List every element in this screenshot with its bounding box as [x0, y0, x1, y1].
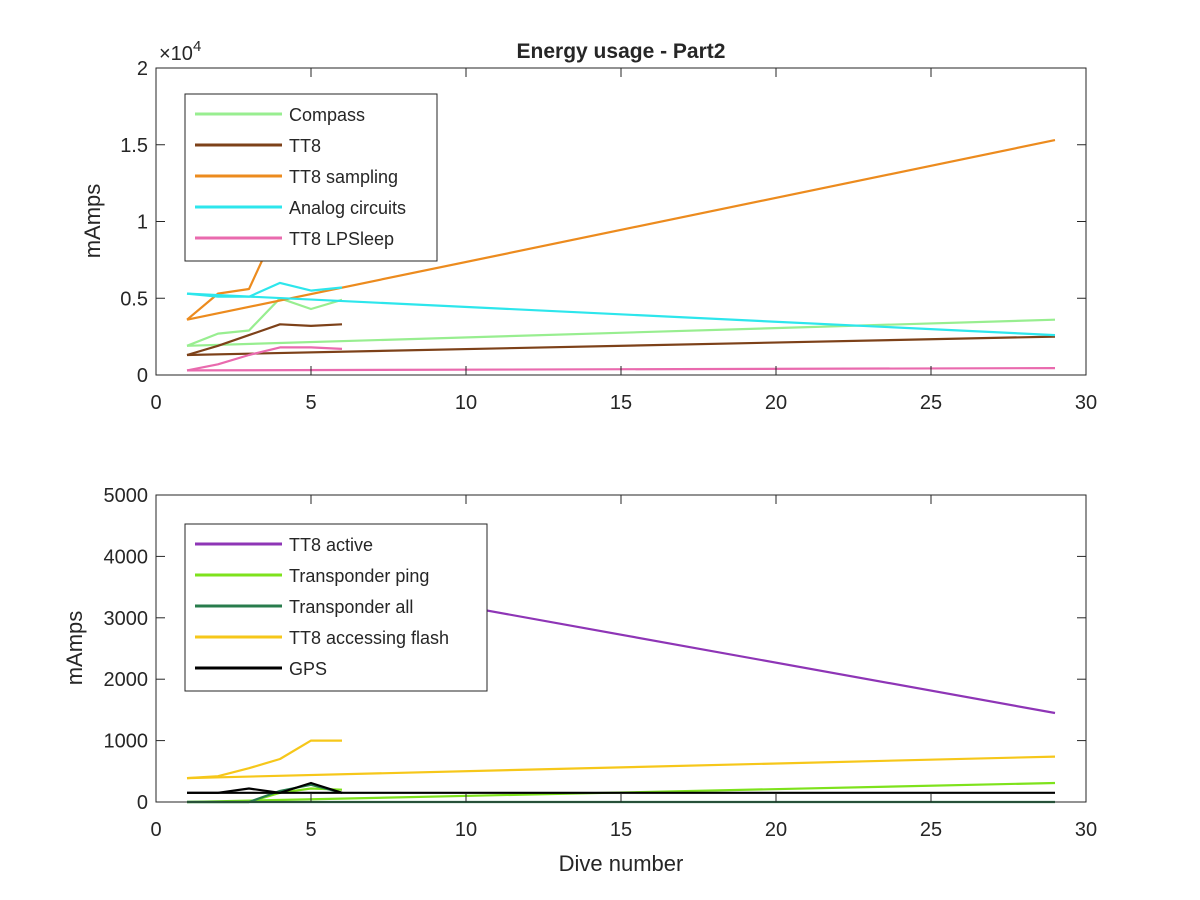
bottom-x-tick-label: 20: [765, 819, 787, 841]
bottom-y-tick-label: 3000: [104, 608, 149, 630]
top-series-line: [186, 139, 1056, 321]
top-x-tick-label: 15: [610, 392, 632, 414]
top-plot-lines: [186, 139, 1056, 372]
top-y-axis-label: mAmps: [80, 184, 105, 259]
bottom-y-tick-label: 5000: [104, 485, 149, 507]
bottom-legend: TT8 active Transponder ping Transponder al…: [184, 523, 488, 692]
top-y-tick-label: 1.5: [120, 135, 148, 157]
bottom-x-tick-label: 0: [150, 819, 161, 841]
bottom-plot: 0 5 10 15 20 25 30 0 1000 2000 3000 4000 5000 Dive n…: [62, 485, 1097, 876]
bottom-y-axis-label: mAmps: [62, 611, 87, 686]
top-x-tick-label: 5: [305, 392, 316, 414]
top-x-tick-label: 30: [1075, 392, 1097, 414]
bottom-legend-label: GPS: [289, 659, 327, 679]
top-series-line: [186, 297, 343, 347]
top-series-line: [186, 335, 1056, 357]
bottom-x-tick-label: 10: [455, 819, 477, 841]
top-series-line: [186, 254, 266, 321]
bottom-y-tick-label: 1000: [104, 731, 149, 753]
top-plot: 0 5 10 15 20 25 30 0 0.5 1 1.5 2 Energy usage - Par…: [80, 38, 1097, 414]
top-legend-label: TT8 sampling: [289, 167, 398, 187]
bottom-x-axis-label: Dive number: [559, 851, 684, 876]
top-series-line: [186, 281, 343, 298]
top-y-tick-label: 0.5: [120, 288, 148, 310]
top-y-tick-label: 1: [137, 212, 148, 234]
bottom-y-tick-label: 2000: [104, 669, 149, 691]
top-y-axis-multiplier: ×104: [159, 38, 201, 65]
top-x-tick-label: 20: [765, 392, 787, 414]
top-x-tick-label: 25: [920, 392, 942, 414]
chart-title: Energy usage - Part2: [517, 40, 726, 63]
top-series-line: [186, 323, 343, 357]
top-legend-label: TT8: [289, 136, 321, 156]
top-y-tick-label: 2: [137, 58, 148, 80]
top-series-line: [186, 346, 343, 372]
bottom-legend-label: TT8 active: [289, 535, 373, 555]
bottom-plot-ticks: 0 5 10 15 20 25 30 0 1000 2000 3000 4000 5000: [104, 485, 1098, 841]
bottom-legend-label: Transponder all: [289, 597, 413, 617]
bottom-x-tick-label: 15: [610, 819, 632, 841]
top-series-line: [186, 292, 1056, 337]
bottom-legend-label: TT8 accessing flash: [289, 628, 449, 648]
bottom-series-line: [186, 755, 1056, 780]
bottom-legend-label: Transponder ping: [289, 566, 429, 586]
top-legend-label: Analog circuits: [289, 198, 406, 218]
bottom-x-tick-label: 5: [305, 819, 316, 841]
top-y-tick-label: 0: [137, 365, 148, 387]
bottom-y-tick-label: 4000: [104, 546, 149, 568]
top-legend: Compass TT8 TT8 sampling Analog circuits TT8…: [184, 93, 438, 262]
bottom-x-tick-label: 30: [1075, 819, 1097, 841]
bottom-y-tick-label: 0: [137, 792, 148, 814]
bottom-series-line: [186, 739, 342, 780]
top-legend-label: Compass: [289, 105, 365, 125]
bottom-series-line: [187, 781, 343, 794]
top-x-tick-label: 0: [150, 392, 161, 414]
top-legend-label: TT8 LPSleep: [289, 229, 394, 249]
top-plot-ticks: 0 5 10 15 20 25 30 0 0.5 1 1.5 2: [120, 58, 1097, 414]
top-x-tick-label: 10: [455, 392, 477, 414]
top-series-line: [186, 318, 1056, 347]
bottom-x-tick-label: 25: [920, 819, 942, 841]
